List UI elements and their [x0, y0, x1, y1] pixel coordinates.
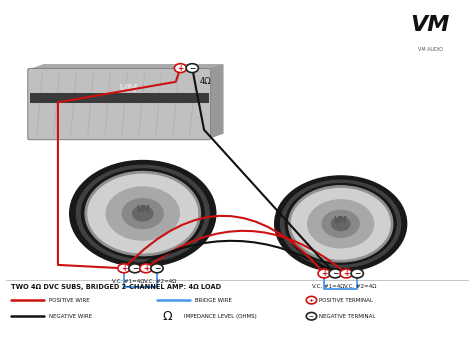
Text: +: + — [177, 63, 183, 72]
Text: −: − — [332, 269, 338, 278]
Circle shape — [306, 296, 317, 304]
Text: +: + — [309, 298, 314, 303]
Text: IMPEDANCE LEVEL (OHMS): IMPEDANCE LEVEL (OHMS) — [184, 314, 257, 319]
Text: V.C. #1=4Ω: V.C. #1=4Ω — [312, 284, 345, 289]
Circle shape — [86, 172, 200, 255]
Circle shape — [329, 269, 341, 278]
Circle shape — [70, 160, 216, 267]
Text: −: − — [154, 264, 160, 273]
Circle shape — [129, 264, 141, 273]
Circle shape — [82, 169, 204, 258]
Text: +: + — [121, 264, 127, 273]
FancyBboxPatch shape — [30, 93, 209, 103]
Text: VM AUDIO: VM AUDIO — [418, 47, 443, 52]
Text: TWO 4Ω DVC SUBS, BRIDGED 2-CHANNEL AMP: 4Ω LOAD: TWO 4Ω DVC SUBS, BRIDGED 2-CHANNEL AMP: … — [11, 284, 221, 290]
Text: POSITIVE TERMINAL: POSITIVE TERMINAL — [319, 298, 374, 303]
Text: Ω: Ω — [163, 310, 172, 323]
Text: NEGATIVE WIRE: NEGATIVE WIRE — [48, 314, 91, 319]
Circle shape — [174, 64, 187, 72]
Circle shape — [318, 269, 330, 278]
Circle shape — [340, 269, 352, 278]
Circle shape — [285, 184, 396, 264]
Text: −: − — [132, 264, 138, 273]
Text: V.C. #2=4Ω: V.C. #2=4Ω — [144, 279, 176, 284]
Text: NEGATIVE TERMINAL: NEGATIVE TERMINAL — [319, 314, 376, 319]
Circle shape — [289, 186, 392, 261]
Text: V.C. #1=4Ω: V.C. #1=4Ω — [112, 279, 145, 284]
Text: VM: VM — [118, 84, 138, 94]
Text: 4Ω: 4Ω — [199, 77, 211, 86]
Circle shape — [133, 206, 153, 221]
Circle shape — [186, 64, 198, 72]
Text: −: − — [309, 314, 314, 319]
Circle shape — [118, 264, 130, 273]
Text: +: + — [343, 269, 349, 278]
Text: POSITIVE WIRE: POSITIVE WIRE — [48, 298, 89, 303]
Circle shape — [140, 264, 152, 273]
Circle shape — [106, 187, 179, 240]
Text: +: + — [143, 264, 149, 273]
Text: −: − — [354, 269, 360, 278]
Text: V.C. #2=4Ω: V.C. #2=4Ω — [344, 284, 376, 289]
Text: +: + — [321, 269, 328, 278]
Circle shape — [281, 180, 401, 267]
Circle shape — [308, 200, 374, 248]
Polygon shape — [209, 65, 223, 138]
Circle shape — [122, 199, 163, 228]
Text: −: − — [189, 63, 195, 72]
Circle shape — [76, 165, 209, 262]
Text: VM: VM — [410, 15, 450, 35]
Circle shape — [351, 269, 364, 278]
Circle shape — [151, 264, 163, 273]
Circle shape — [275, 176, 407, 272]
Polygon shape — [30, 65, 223, 70]
Text: BRIDGE WIRE: BRIDGE WIRE — [195, 298, 231, 303]
FancyBboxPatch shape — [28, 68, 210, 140]
Circle shape — [306, 313, 317, 320]
Circle shape — [322, 210, 359, 237]
Circle shape — [331, 217, 350, 230]
Text: VM: VM — [136, 205, 149, 214]
Text: VM: VM — [334, 216, 347, 225]
